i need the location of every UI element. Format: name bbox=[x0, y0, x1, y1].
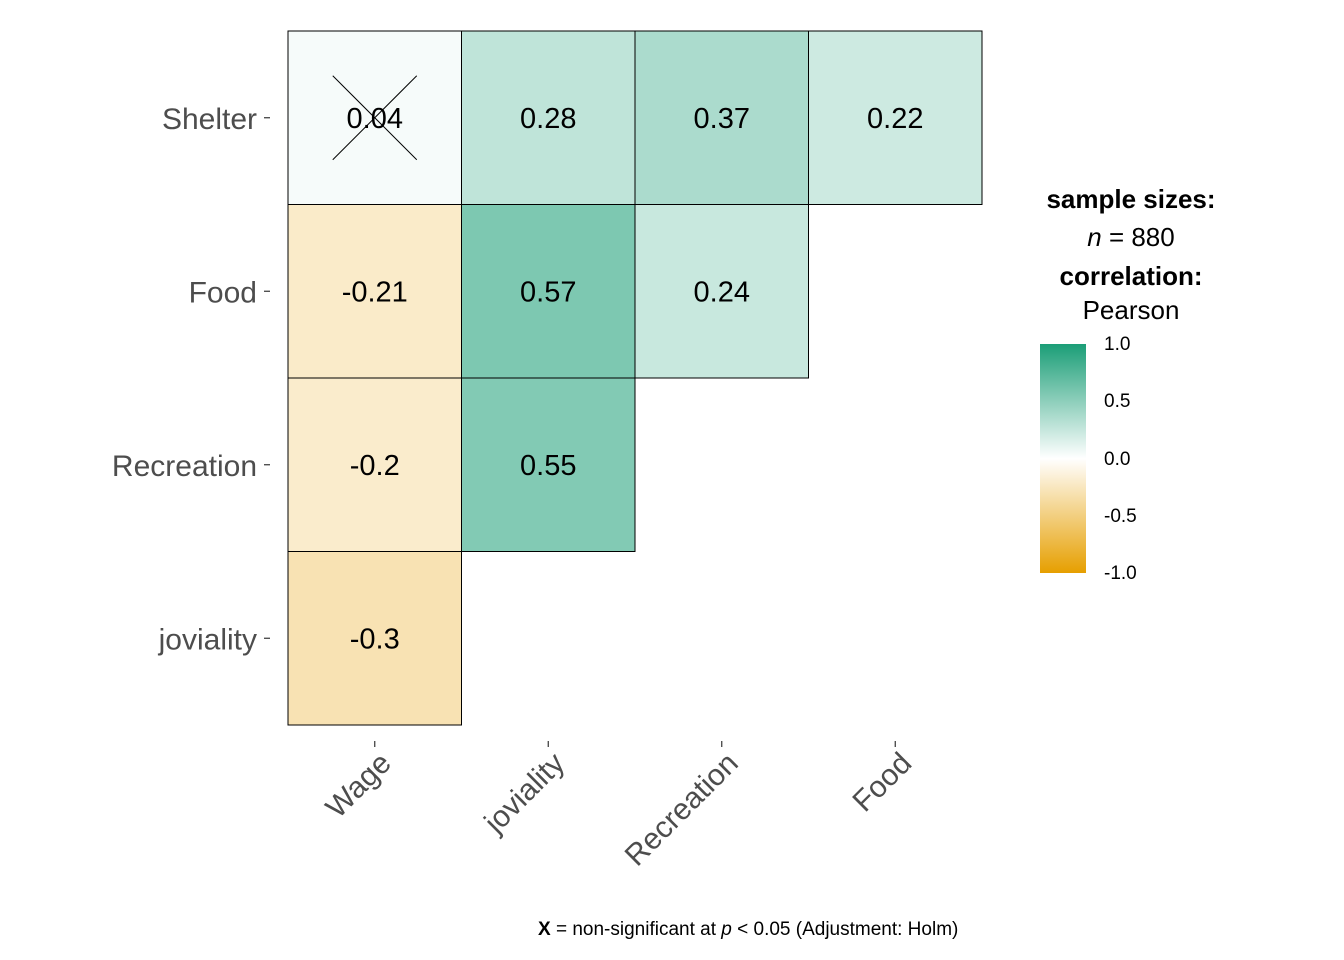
colorbar-tick-label: 1.0 bbox=[1104, 334, 1131, 355]
x-axis-label: Wage bbox=[320, 747, 398, 825]
non-significant-cross bbox=[332, 75, 418, 161]
heatmap-cell bbox=[461, 377, 636, 552]
colorbar-tick-label: 0.0 bbox=[1104, 449, 1131, 470]
cell-value-label: 0.37 bbox=[694, 103, 750, 135]
heatmap-cell bbox=[287, 551, 462, 726]
x-axis-label: joviality bbox=[478, 747, 572, 841]
x-axis-label: Food bbox=[847, 747, 919, 819]
cell-value-label: -0.3 bbox=[350, 623, 400, 655]
cell-value-label: 0.22 bbox=[867, 103, 923, 135]
y-axis-label: Food bbox=[189, 276, 257, 309]
legend-correlation-type: Pearson bbox=[1082, 295, 1180, 325]
colorbar bbox=[1040, 344, 1086, 573]
caption-text-2: < 0.05 (Adjustment: Holm) bbox=[731, 919, 959, 940]
cell-value-label: 0.04 bbox=[347, 103, 403, 135]
legend-sample-size: n = 880 bbox=[1032, 224, 1230, 250]
colorbar-tick-label: -0.5 bbox=[1104, 506, 1137, 527]
heatmap-cell bbox=[634, 204, 809, 379]
heatmap-cell bbox=[461, 204, 636, 379]
cell-value-label: 0.55 bbox=[520, 450, 576, 482]
cell-value-label: -0.21 bbox=[342, 276, 408, 308]
heatmap-cell bbox=[287, 377, 462, 552]
caption-text-1: = non-significant at bbox=[550, 919, 722, 940]
x-axis-label: Recreation bbox=[619, 747, 745, 873]
y-axis-label: Recreation bbox=[112, 450, 257, 483]
cell-value-label: -0.2 bbox=[350, 450, 400, 482]
legend-sample-sizes-title: sample sizes: bbox=[1046, 184, 1216, 214]
cell-value-label: 0.24 bbox=[694, 276, 750, 308]
colorbar-tick-label: 0.5 bbox=[1104, 391, 1131, 412]
y-axis-label: joviality bbox=[158, 623, 257, 656]
legend-n-value: = 880 bbox=[1101, 222, 1175, 252]
heatmap-cell bbox=[634, 30, 809, 205]
y-axis-label: Shelter bbox=[162, 103, 257, 136]
caption-p-symbol: p bbox=[721, 919, 732, 940]
legend-correlation-title: correlation: bbox=[1059, 261, 1203, 291]
heatmap-cell bbox=[808, 30, 983, 205]
legend-n-symbol: n bbox=[1087, 222, 1102, 252]
colorbar-tick-label: -1.0 bbox=[1104, 563, 1137, 584]
heatmap-cell bbox=[461, 30, 636, 205]
cell-value-label: 0.28 bbox=[520, 103, 576, 135]
cell-value-label: 0.57 bbox=[520, 276, 576, 308]
caption-x-symbol: X bbox=[538, 919, 551, 940]
significance-caption: X = non-significant at p < 0.05 (Adjustm… bbox=[538, 920, 958, 939]
